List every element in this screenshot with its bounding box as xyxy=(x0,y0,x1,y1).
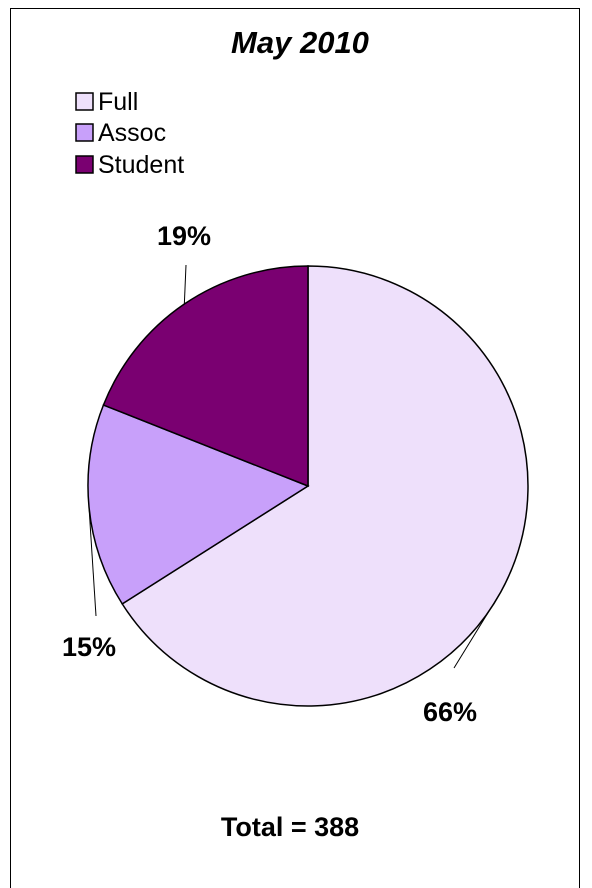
pie-slice-assoc xyxy=(87,404,310,605)
legend-label-assoc: Assoc xyxy=(98,119,166,147)
data-label-assoc: 15% xyxy=(62,632,116,662)
pie-slices xyxy=(87,265,529,707)
legend-entry-student: Student xyxy=(75,151,184,179)
legend-label-full: Full xyxy=(98,88,138,116)
chart-frame xyxy=(10,8,580,888)
legend-entry-full: Full xyxy=(75,88,138,116)
data-label-full: 66% xyxy=(423,697,477,727)
legend-label-student: Student xyxy=(98,151,184,179)
total-annotation: Total = 388 xyxy=(221,812,359,842)
leader-lines xyxy=(88,264,502,669)
data-label-student: 19% xyxy=(157,221,211,251)
legend-entry-assoc: Assoc xyxy=(75,119,166,147)
legend-swatch-full xyxy=(75,92,94,111)
legend-swatch-student xyxy=(75,155,94,174)
chart-title: May 2010 xyxy=(231,25,369,60)
pie-slice-student xyxy=(102,265,309,488)
leader-line-assoc xyxy=(88,506,97,617)
leader-line-full xyxy=(453,591,502,669)
legend-swatch-assoc xyxy=(75,123,94,142)
pie-slice-full xyxy=(121,265,529,707)
leader-line-student xyxy=(183,264,187,305)
legend: Full Assoc Student xyxy=(75,88,184,179)
